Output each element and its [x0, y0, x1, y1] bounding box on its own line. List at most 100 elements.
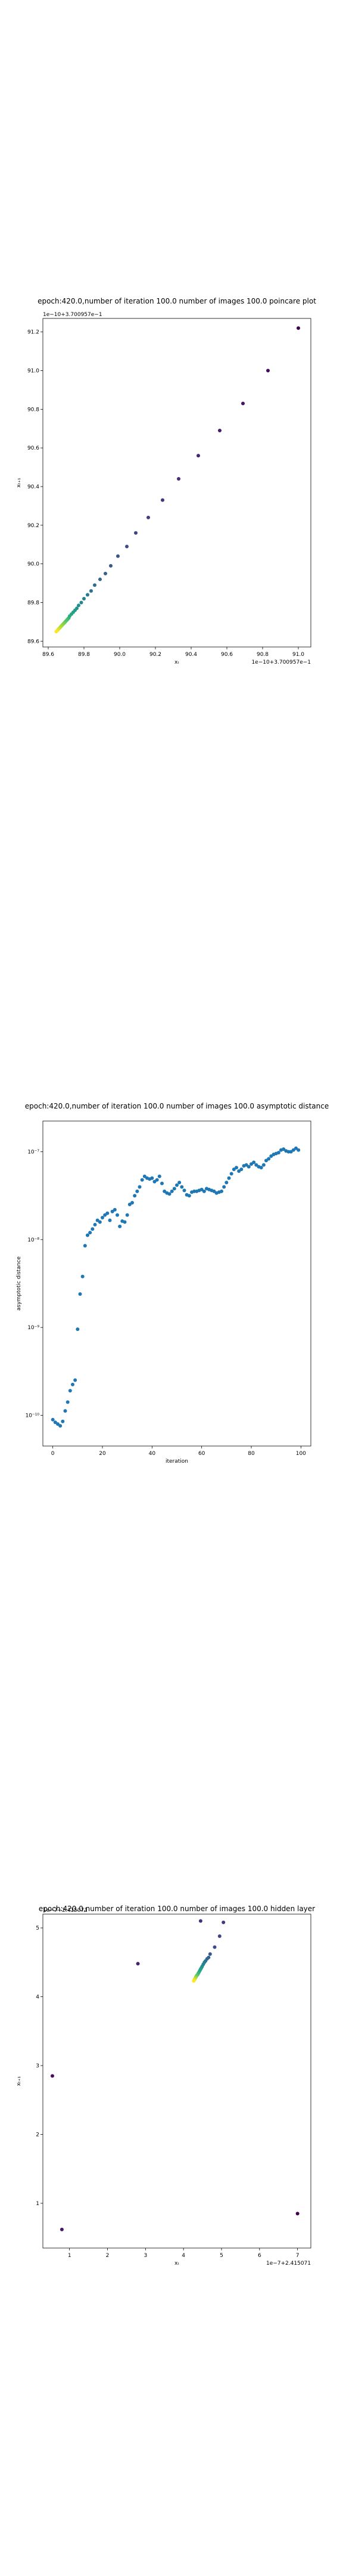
data-point [116, 1213, 119, 1217]
data-point [152, 1179, 157, 1184]
data-point [291, 1148, 295, 1152]
scatter-series [51, 1146, 301, 1428]
data-point [232, 1168, 236, 1172]
data-point [172, 1187, 176, 1191]
data-point [116, 554, 120, 558]
x-tick-label: 5 [220, 2253, 223, 2259]
x-offset-label: 1e−7+2.415071 [266, 2261, 311, 2267]
x-tick-label: 4 [182, 2253, 185, 2259]
plot-frame [42, 1914, 311, 2249]
data-point [295, 2212, 300, 2216]
data-point [247, 1165, 251, 1169]
data-point [224, 1181, 229, 1185]
data-point [199, 1187, 204, 1191]
data-point [222, 1185, 226, 1189]
x-tick-label: 60 [198, 1451, 205, 1457]
x-tick-label: 1 [68, 2253, 71, 2259]
data-point [60, 2227, 64, 2231]
scatter-series [54, 326, 300, 634]
data-point [79, 600, 83, 605]
data-point [125, 544, 129, 549]
x-tick-label: 7 [296, 2253, 300, 2259]
data-point [133, 1194, 137, 1198]
x-tick-label: 90.8 [257, 652, 269, 658]
data-point [157, 1174, 161, 1178]
data-point [138, 1185, 142, 1189]
x-tick-label: 90.0 [114, 652, 126, 658]
data-point [54, 630, 58, 634]
data-point [297, 326, 300, 330]
y-tick-label: 2 [36, 2132, 39, 2138]
data-point [125, 1213, 129, 1217]
x-tick-label: 80 [248, 1451, 255, 1457]
x-axis-label: iteration [166, 1459, 188, 1465]
data-point [267, 1157, 271, 1161]
data-point [80, 1274, 85, 1278]
data-point [266, 369, 270, 373]
data-point [98, 1220, 102, 1224]
data-point [53, 1420, 57, 1425]
y-tick-label: 89.6 [27, 639, 39, 645]
data-point [269, 1154, 273, 1158]
data-point [77, 603, 80, 608]
data-point [235, 1166, 238, 1170]
x-tick-label: 90.2 [149, 652, 161, 658]
data-point [202, 1189, 206, 1193]
data-point [187, 1194, 191, 1198]
data-point [135, 1189, 139, 1193]
data-point [254, 1163, 258, 1167]
data-point [180, 1185, 184, 1189]
y-axis-label: xₜ₊₁ [16, 478, 22, 488]
y-offset-label: 1e−7+2.415071 [43, 1908, 88, 1914]
data-point [218, 428, 222, 432]
data-point [220, 1189, 223, 1193]
data-point [140, 1178, 144, 1182]
x-tick-label: 90.6 [221, 652, 233, 658]
data-point [161, 498, 164, 502]
x-tick-label: 2 [106, 2253, 110, 2259]
y-tick-label: 10⁻⁷ [27, 1150, 39, 1156]
data-point [82, 596, 86, 600]
y-tick-label: 1 [36, 2201, 39, 2207]
data-point [76, 1327, 80, 1332]
chart-title: epoch:420.0,number of iteration 100.0 nu… [39, 1905, 315, 1913]
data-point [118, 1224, 122, 1228]
y-tick-label: 5 [36, 1925, 39, 1931]
data-point [289, 1150, 293, 1154]
data-point [66, 1400, 70, 1404]
data-point [91, 1227, 95, 1231]
data-point [142, 1174, 146, 1178]
data-point [110, 1209, 114, 1213]
data-point [95, 1218, 99, 1222]
chart-title: epoch:420.0,number of iteration 100.0 nu… [25, 1102, 329, 1110]
y-tick-label: 10⁻⁹ [27, 1325, 39, 1331]
data-point [123, 1220, 127, 1224]
y-offset-label: 1e−10+3.700957e−1 [43, 312, 102, 318]
data-point [136, 1962, 140, 1966]
data-point [58, 1424, 63, 1428]
data-point [105, 1211, 110, 1215]
chart-title: epoch:420.0,number of iteration 100.0 nu… [38, 297, 316, 305]
data-point [208, 1952, 212, 1956]
y-tick-label: 10⁻⁸ [27, 1237, 39, 1243]
data-point [167, 1192, 172, 1196]
data-point [259, 1166, 263, 1170]
data-point [229, 1172, 233, 1176]
data-point [109, 564, 113, 568]
x-tick-label: 3 [144, 2253, 147, 2259]
y-tick-label: 4 [36, 1995, 39, 2001]
data-point [250, 1162, 253, 1166]
data-point [160, 1181, 164, 1185]
data-point [175, 1183, 179, 1187]
data-point [93, 583, 96, 587]
data-point [177, 477, 180, 481]
data-point [71, 1382, 74, 1386]
data-point [150, 1176, 154, 1180]
data-point [286, 1150, 291, 1154]
data-point [89, 589, 93, 593]
data-point [217, 1934, 222, 1938]
x-tick-label: 0 [51, 1451, 55, 1457]
x-axis-label: xₜ [174, 2261, 179, 2267]
data-point [212, 1189, 216, 1193]
x-tick-label: 90.4 [185, 652, 197, 658]
